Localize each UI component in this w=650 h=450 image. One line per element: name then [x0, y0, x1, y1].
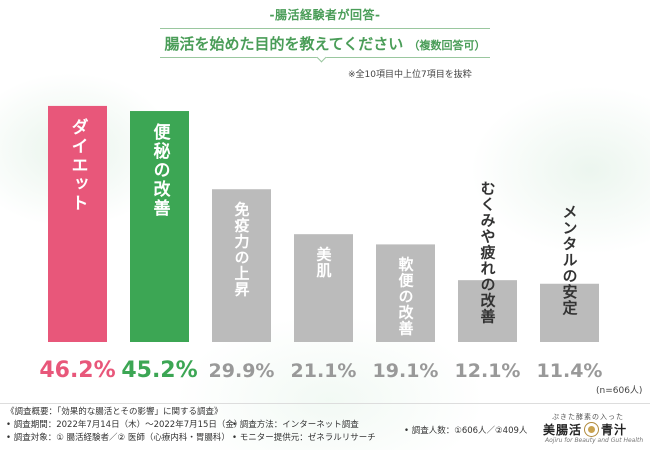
bar-label-5: 軟便の改善: [397, 256, 415, 337]
sample-size: (n=606人): [596, 386, 643, 396]
chart-title-text: 腸活を始めた目的を教えてください: [164, 35, 404, 53]
bar-label-6: むくみや疲れの改善: [479, 180, 497, 324]
chart-title-suffix: （複数回答可）: [408, 39, 486, 52]
survey-method: • 調査方法：インターネット調査: [232, 420, 359, 430]
bar-3: [212, 189, 271, 342]
bar-5: [376, 244, 435, 342]
bar-label-1: ダイエット: [68, 117, 89, 213]
respondents: • 調査人数：①606人／②409人: [404, 426, 528, 436]
value-label-1: 46.2%: [39, 358, 115, 383]
value-label-5: 19.1%: [373, 360, 439, 382]
value-label-2: 45.2%: [121, 358, 197, 383]
bar-4: [294, 234, 353, 342]
value-label-3: 29.9%: [209, 360, 275, 382]
bar-label-4: 美肌: [315, 245, 333, 278]
brand-emblem-icon: [584, 422, 600, 437]
survey-period: • 調査期間：2022年7月14日（木）〜2022年7月15日（金）: [6, 420, 243, 430]
bar-6: [458, 280, 517, 342]
bar-7: [540, 283, 599, 342]
brand-tagline: ぷきた酵素の入った: [552, 413, 624, 421]
survey-overview: 《調査概要：「効果的な腸活とその影響」に関する調査》: [6, 407, 223, 417]
brand-name-left: 美腸活: [543, 423, 583, 437]
value-label-6: 12.1%: [455, 360, 521, 382]
footer-divider: [0, 403, 650, 404]
bar-label-2: 便秘の改善: [150, 122, 171, 218]
survey-target: • 調査対象：① 腸活経験者／② 医師（心療内科・胃腸科）: [6, 433, 230, 443]
bar-2: [130, 111, 189, 342]
chart-title: 腸活を始めた目的を教えてください （複数回答可）: [0, 33, 650, 54]
header-label: -腸活経験者が回答-: [269, 8, 381, 22]
brand-logo: 美腸活 青汁: [543, 421, 627, 438]
monitor-provider: • モニター提供元：ゼネラルリサーチ: [232, 433, 376, 443]
brand-name-right: 青汁: [601, 423, 628, 437]
note: ※全10項目中上位7項目を抜粋: [348, 70, 472, 80]
value-label-4: 21.1%: [291, 360, 357, 382]
bar-1: [48, 105, 107, 343]
bar-label-3: 免疫力の上昇: [233, 200, 251, 297]
title-rule-top: [160, 28, 490, 29]
bar-label-7: メンタルの安定: [561, 204, 579, 316]
value-label-7: 11.4%: [537, 360, 603, 382]
brand-subtitle: Aojiru for Beauty and Gut Health: [545, 437, 644, 444]
